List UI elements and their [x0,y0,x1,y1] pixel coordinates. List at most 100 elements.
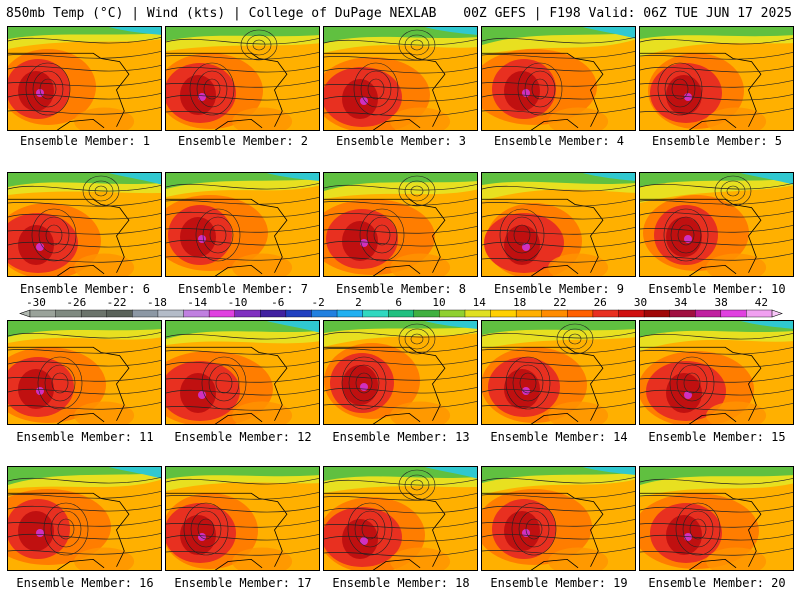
temperature-wind-map [8,173,161,276]
colorbar-tick-label: -26 [66,296,87,309]
colorbar-segment [234,309,261,318]
ensemble-member-map [481,172,636,277]
colorbar-segment [157,309,185,318]
temperature-wind-map [166,321,319,424]
map-title: 850mb Temp (°C) | Wind (kts) | College o… [6,6,437,21]
temperature-wind-map [482,321,635,424]
ensemble-member-map [323,466,478,571]
colorbar-segment [541,309,568,318]
temperature-wind-map [8,321,161,424]
ensemble-member-label: Ensemble Member: 1 [19,134,151,148]
temperature-wind-map [324,467,477,570]
colorbar-tick-label: 26 [593,296,607,309]
ensemble-member-map [639,172,794,277]
ensemble-member-label: Ensemble Member: 12 [174,430,312,444]
colorbar-segment [567,309,594,318]
ensemble-member-map [7,26,162,131]
colorbar-tick-label: -22 [106,296,127,309]
temperature-wind-map [166,173,319,276]
ensemble-member-map [323,26,478,131]
colorbar-segment [132,309,159,318]
colorbar-segment [746,309,773,318]
colorbar-segment [439,309,466,318]
ensemble-member-label: Ensemble Member: 2 [177,134,309,148]
colorbar-left-arrow [19,309,31,318]
colorbar-segment [285,309,312,318]
ensemble-member-map [165,466,320,571]
temperature-wind-map [8,27,161,130]
temperature-wind-map [640,173,793,276]
ensemble-member-map [7,466,162,571]
colorbar-tick-label: 18 [512,296,527,309]
ensemble-member-map [323,320,478,425]
run-valid-time: 00Z GEFS | F198 Valid: 06Z TUE JUN 17 20… [463,6,792,21]
colorbar-segment [388,309,415,318]
ensemble-member-map [323,172,478,277]
colorbar-segment [55,309,82,318]
colorbar-segment [311,309,338,318]
temperature-wind-map [8,467,161,570]
colorbar-tick-label: 34 [674,296,688,309]
ensemble-member-map [639,26,794,131]
colorbar-tick-label: 30 [633,296,648,309]
temperature-wind-map [166,27,319,130]
ensemble-member-label: Ensemble Member: 8 [335,282,467,296]
ensemble-member-map [481,466,636,571]
colorbar-segment [464,309,492,318]
colorbar-tick-label: 22 [553,296,567,309]
colorbar-tick-label: -2 [311,296,325,309]
colorbar-segment [592,309,619,318]
temperature-wind-map [324,27,477,130]
colorbar-segment [336,309,364,318]
colorbar-tick-label: -30 [26,296,46,309]
temperature-wind-map [640,467,793,570]
colorbar-tick-label: 38 [714,296,728,309]
temperature-wind-map [640,321,793,424]
ensemble-member-map [165,26,320,131]
ensemble-member-map [165,320,320,425]
ensemble-member-label: Ensemble Member: 16 [16,576,154,590]
colorbar-segment [720,309,747,318]
colorbar-tick-label: 42 [754,296,769,309]
temperature-wind-map [482,173,635,276]
colorbar-right-arrow [771,309,783,318]
colorbar-tick-label: 6 [395,296,402,309]
colorbar-segment [695,309,722,318]
colorbar-segment [515,309,543,318]
ensemble-member-map [639,466,794,571]
ensemble-member-label: Ensemble Member: 3 [335,134,467,148]
colorbar-tick-label: -10 [227,296,248,309]
ensemble-member-label: Ensemble Member: 19 [490,576,628,590]
ensemble-member-map [481,26,636,131]
colorbar-segment [106,309,133,318]
ensemble-member-label: Ensemble Member: 14 [490,430,628,444]
ensemble-member-map [165,172,320,277]
ensemble-member-label: Ensemble Member: 7 [177,282,309,296]
colorbar-segment [183,309,210,318]
temperature-colorbar [19,309,783,318]
ensemble-member-label: Ensemble Member: 20 [648,576,786,590]
colorbar-tick-label: -6 [271,296,285,309]
colorbar-segment [413,309,440,318]
temperature-wind-map [482,467,635,570]
colorbar-segment [643,309,671,318]
colorbar-segment [490,309,517,318]
ensemble-member-label: Ensemble Member: 5 [651,134,783,148]
ensemble-member-label: Ensemble Member: 18 [332,576,470,590]
ensemble-member-label: Ensemble Member: 6 [19,282,151,296]
ensemble-member-label: Ensemble Member: 13 [332,430,470,444]
colorbar-tick-label: -14 [187,296,208,309]
ensemble-member-label: Ensemble Member: 17 [174,576,312,590]
temperature-wind-map [324,321,477,424]
ensemble-member-label: Ensemble Member: 11 [16,430,154,444]
temperature-wind-map [640,27,793,130]
colorbar-segment [260,309,287,318]
colorbar-segment [618,309,645,318]
colorbar-segment [362,309,389,318]
colorbar-segment [80,309,108,318]
colorbar-segment [208,309,236,318]
colorbar-segment [29,309,57,318]
temperature-wind-map [324,173,477,276]
ensemble-member-label: Ensemble Member: 10 [648,282,786,296]
ensemble-member-map [7,172,162,277]
